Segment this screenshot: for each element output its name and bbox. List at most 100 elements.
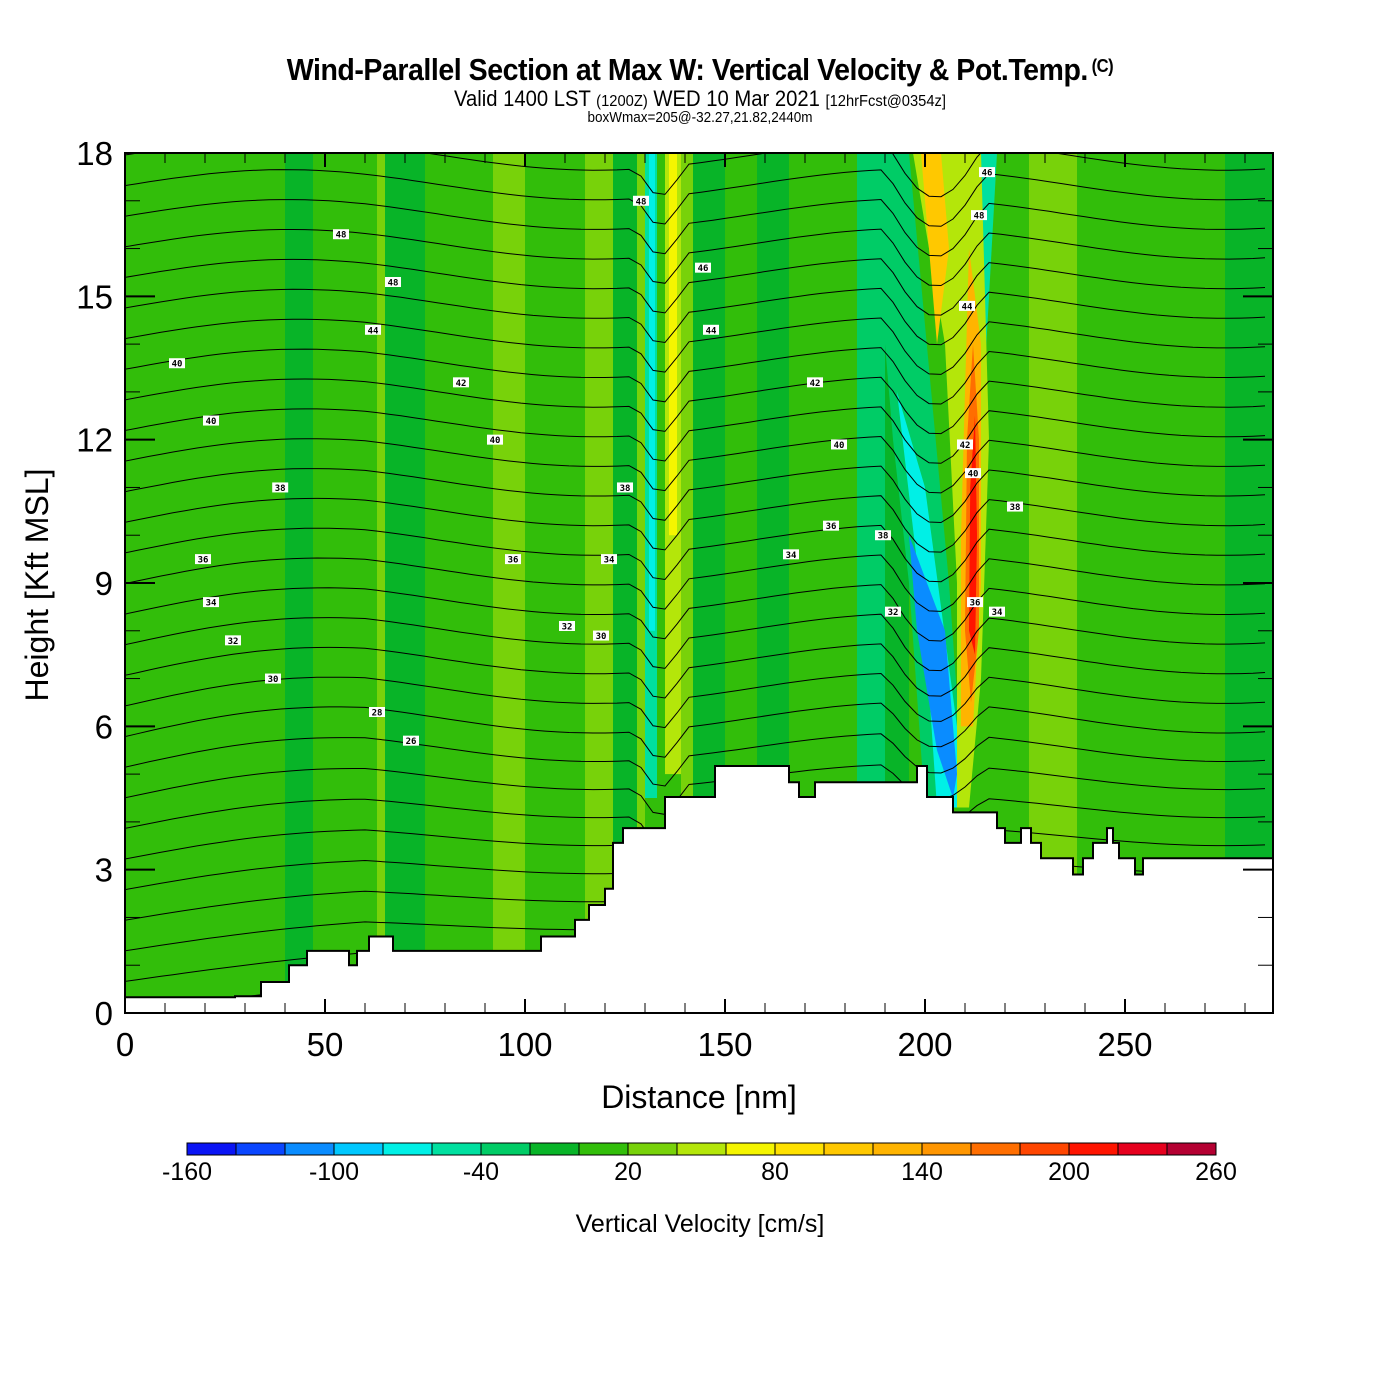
contour-label-box xyxy=(169,358,185,369)
contour-label-box xyxy=(831,439,847,450)
colorbar-swatch xyxy=(1019,1142,1070,1156)
colorbar-tick-label: 200 xyxy=(1048,1158,1090,1186)
downdraft-core xyxy=(649,153,655,631)
theta-contour xyxy=(125,584,1266,642)
contour-label: 40 xyxy=(172,360,183,370)
plot-frame xyxy=(124,152,1274,1014)
theta-contour xyxy=(125,198,1266,257)
contour-label-box xyxy=(365,324,381,335)
contour-label: 48 xyxy=(636,197,647,207)
contour-label: 48 xyxy=(388,279,399,289)
colorbar-tick-label: 260 xyxy=(1195,1158,1237,1186)
colorbar-swatch xyxy=(1068,1142,1119,1156)
contour-label: 34 xyxy=(206,599,217,609)
y-tick-label: 3 xyxy=(95,852,113,889)
velocity-band xyxy=(313,153,333,1013)
contour-label-box xyxy=(959,300,975,311)
contour-label: 34 xyxy=(992,608,1003,618)
y-axis-label: Height [Kft MSL] xyxy=(19,469,55,702)
contour-label-box xyxy=(617,482,633,493)
colorbar-swatch xyxy=(774,1142,825,1156)
theta-contour xyxy=(125,406,1266,464)
colorbar-swatch xyxy=(921,1142,972,1156)
velocity-band xyxy=(377,153,385,1013)
y-tick-label: 12 xyxy=(76,422,113,459)
velocity-band xyxy=(493,153,525,1013)
contour-label: 40 xyxy=(968,470,979,480)
updraft-core xyxy=(669,153,677,536)
contour-label-box xyxy=(385,277,401,287)
contour-label: 46 xyxy=(982,169,993,179)
valid-utc: (1200Z) xyxy=(596,93,648,110)
colorbar-swatch xyxy=(872,1142,923,1156)
theta-contour xyxy=(125,672,1266,729)
contour-label: 30 xyxy=(268,675,279,685)
colorbar-swatch xyxy=(970,1142,1021,1156)
velocity-band xyxy=(225,153,285,1013)
contour-label-box xyxy=(403,735,419,746)
contour-label-box xyxy=(875,530,891,541)
contour-label: 44 xyxy=(368,326,379,336)
contour-label-box xyxy=(203,597,219,608)
contour-label: 36 xyxy=(970,599,981,609)
contour-label-box xyxy=(979,167,995,178)
terrain xyxy=(125,764,1273,1013)
y-tick-label: 15 xyxy=(76,278,113,315)
colorbar-swatch xyxy=(823,1142,874,1156)
colorbar-tick-label: 20 xyxy=(614,1158,642,1186)
chart-subtitle: Valid 1400 LST (1200Z) WED 10 Mar 2021 [… xyxy=(56,86,1344,112)
contour-label-box xyxy=(703,324,719,335)
colorbar-tick-label: -40 xyxy=(463,1158,499,1186)
contour-label: 48 xyxy=(974,212,985,222)
colorbar-swatch xyxy=(1117,1142,1168,1156)
colorbar-swatch xyxy=(382,1142,433,1156)
colorbar-swatch xyxy=(725,1142,776,1156)
contour-label: 40 xyxy=(834,441,845,451)
contour-label: 42 xyxy=(960,441,971,451)
x-tick-label: 250 xyxy=(1097,1026,1152,1063)
colorbar-swatch xyxy=(676,1142,727,1156)
valid-date: WED 10 Mar 2021 xyxy=(653,86,820,111)
contour-label: 40 xyxy=(490,436,501,446)
valid-time: Valid 1400 LST xyxy=(454,86,591,111)
contour-label: 44 xyxy=(962,302,973,312)
theta-contour xyxy=(125,643,1266,699)
theta-contour xyxy=(125,317,1266,375)
contour-label-box xyxy=(783,549,799,560)
velocity-band xyxy=(585,153,613,1013)
contour-label-box xyxy=(369,707,385,717)
velocity-band xyxy=(557,153,585,1013)
colorbar-tick-label: 80 xyxy=(761,1158,789,1186)
contour-label-box xyxy=(885,606,901,617)
contour-label-box xyxy=(1007,501,1023,512)
theta-contour xyxy=(125,495,1266,553)
theta-contour xyxy=(125,613,1266,672)
velocity-band xyxy=(637,153,645,1013)
contour-label-box xyxy=(971,210,987,221)
contour-label: 44 xyxy=(706,326,717,336)
contour-label: 26 xyxy=(406,737,417,747)
contour-label-box xyxy=(601,554,617,565)
downdraft-core xyxy=(909,535,957,798)
chart-title-text: Wind-Parallel Section at Max W: Vertical… xyxy=(286,52,1089,87)
contour-label-box xyxy=(989,606,1005,617)
colorbar-tick-label: 140 xyxy=(901,1158,943,1186)
contour-label-box xyxy=(633,195,649,206)
colorbar-swatch xyxy=(529,1142,580,1156)
velocity-band xyxy=(425,153,469,1013)
velocity-band xyxy=(285,153,313,1013)
theta-contour xyxy=(125,347,1266,405)
velocity-band xyxy=(157,153,225,1013)
theta-contour xyxy=(125,287,1266,346)
colorbar-swatch xyxy=(480,1142,531,1156)
contour-label-box xyxy=(559,621,575,631)
theta-contour xyxy=(125,465,1266,524)
contour-label: 38 xyxy=(878,532,889,542)
y-tick-labels: 0 3 6 9 12 15 18 xyxy=(76,135,113,1032)
y-tick-label: 9 xyxy=(95,565,113,602)
contour-label-box xyxy=(965,468,981,479)
colorbar-swatch xyxy=(1166,1142,1217,1156)
colorbar-swatch xyxy=(284,1142,335,1156)
theta-contour xyxy=(125,435,1266,494)
